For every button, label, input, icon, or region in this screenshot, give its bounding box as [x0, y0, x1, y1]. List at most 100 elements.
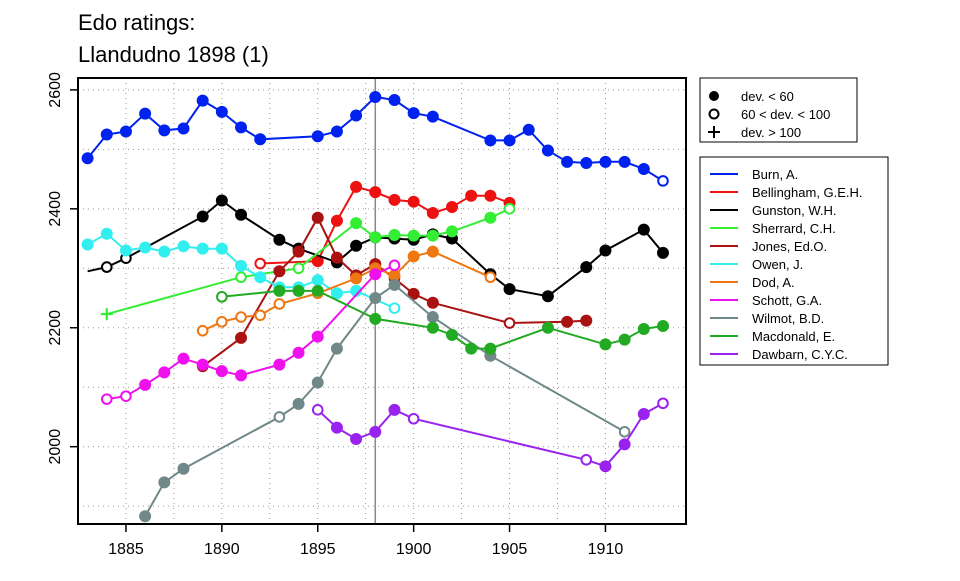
point-filled	[388, 403, 401, 416]
point-filled	[618, 333, 631, 346]
series-9	[216, 284, 669, 355]
marker-legend-label: 60 < dev. < 100	[741, 107, 830, 122]
point-open	[235, 311, 247, 323]
series-1	[254, 180, 516, 270]
series-legend-label: Dawbarn, C.Y.C.	[752, 347, 848, 362]
point-filled	[158, 366, 171, 379]
series-legend-label: Wilmot, B.D.	[752, 311, 824, 326]
point-filled	[407, 229, 420, 242]
marker-legend-box	[699, 77, 858, 143]
point-filled	[599, 338, 612, 351]
point-open	[388, 259, 401, 272]
point-filled	[580, 261, 593, 274]
series-legend: Burn, A. Bellingham, G.E.H. Gunston, W.H. S…	[699, 156, 889, 366]
point-filled	[235, 121, 248, 134]
point-filled	[580, 157, 593, 170]
point-filled	[100, 227, 113, 240]
point-filled	[311, 284, 324, 297]
point-filled	[599, 155, 612, 168]
point-filled	[139, 510, 152, 523]
point-filled	[369, 91, 382, 104]
point-open	[254, 309, 267, 322]
point-filled	[330, 214, 343, 227]
point-filled	[215, 242, 228, 255]
point-filled	[503, 134, 516, 147]
point-filled	[330, 251, 343, 264]
point-filled	[426, 206, 439, 219]
point-filled	[196, 358, 209, 371]
series-legend-label: Schott, G.A.	[752, 293, 822, 308]
y-tick-label: 2600	[47, 72, 64, 108]
point-open	[407, 412, 420, 425]
series-6	[196, 245, 497, 337]
point-filled	[446, 328, 459, 341]
point-filled	[484, 342, 497, 355]
point-open	[292, 262, 305, 275]
point-plus	[100, 308, 113, 321]
point-filled	[119, 125, 132, 138]
point-filled	[196, 94, 209, 107]
point-filled	[81, 238, 94, 251]
point-filled	[215, 105, 228, 118]
chart-subtitle: Llandudno 1898 (1)	[78, 42, 269, 67]
point-filled	[541, 290, 554, 303]
x-tick-label: 1890	[204, 541, 240, 558]
point-open	[484, 271, 497, 284]
point-filled	[311, 376, 324, 389]
series-legend-label: Jones, Ed.O.	[752, 239, 827, 254]
y-tick-label: 2200	[47, 310, 64, 346]
series-legend-label: Macdonald, E.	[752, 329, 835, 344]
point-filled	[158, 245, 171, 258]
point-filled	[407, 250, 420, 263]
point-filled	[599, 460, 612, 473]
point-filled	[273, 358, 286, 371]
series-line	[106, 207, 510, 316]
series-10	[311, 397, 669, 473]
plot-frame	[77, 77, 687, 525]
series-line	[87, 232, 395, 310]
series-legend-label: Bellingham, G.E.H.	[752, 185, 863, 200]
point-filled	[311, 211, 324, 224]
point-filled	[541, 144, 554, 157]
series-legend-label: Owen, J.	[752, 257, 803, 272]
y-tick-label: 2400	[47, 191, 64, 227]
point-filled	[292, 245, 305, 258]
point-filled	[446, 225, 459, 238]
point-open	[235, 271, 247, 284]
point-filled	[177, 352, 190, 365]
legend-symbol-open	[708, 108, 720, 120]
point-filled	[254, 133, 267, 146]
point-open	[311, 404, 324, 416]
point-filled	[426, 245, 439, 258]
point-filled	[350, 217, 363, 230]
point-open	[657, 175, 669, 187]
point-filled	[426, 311, 439, 324]
point-filled	[426, 229, 439, 242]
point-filled	[637, 322, 650, 335]
point-filled	[426, 321, 439, 334]
point-filled	[292, 284, 305, 297]
point-filled	[330, 125, 343, 138]
grid-layer	[78, 78, 686, 524]
point-filled	[599, 244, 612, 257]
marker-legend-label: dev. < 60	[741, 89, 794, 104]
point-filled	[273, 233, 286, 246]
point-filled	[215, 194, 228, 207]
point-filled	[292, 346, 305, 359]
series-0	[81, 91, 669, 187]
point-filled	[580, 314, 593, 327]
legend-symbol-filled	[709, 91, 719, 101]
point-filled	[618, 438, 631, 451]
point-filled	[465, 189, 478, 202]
series-line	[221, 289, 664, 350]
point-filled	[656, 246, 669, 259]
point-filled	[235, 369, 248, 382]
point-filled	[330, 421, 343, 434]
series-5	[81, 227, 401, 314]
point-filled	[369, 268, 382, 281]
series-line	[317, 402, 664, 468]
point-filled	[407, 107, 420, 120]
point-filled	[235, 208, 248, 221]
series-legend-label: Dod, A.	[752, 275, 795, 290]
